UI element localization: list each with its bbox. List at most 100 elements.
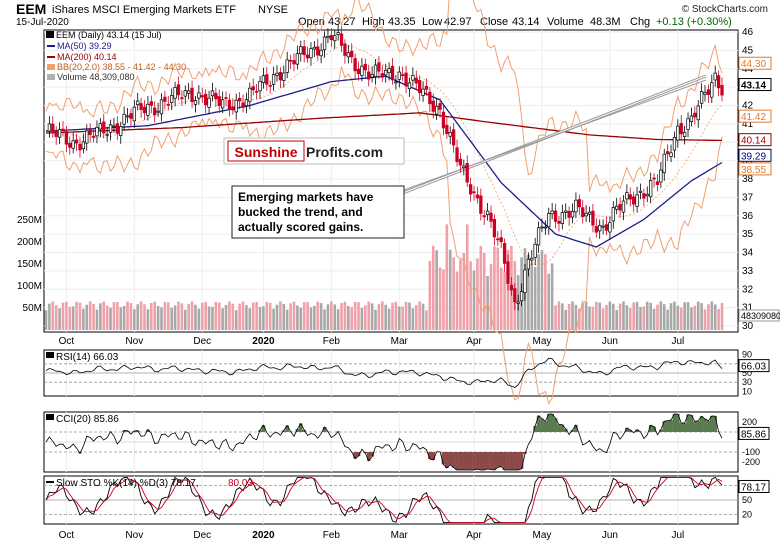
candle-body bbox=[687, 119, 690, 130]
candle-body bbox=[147, 104, 150, 115]
volume-bar bbox=[211, 307, 214, 330]
candle-body bbox=[316, 47, 319, 55]
candle-body bbox=[259, 81, 262, 90]
candle-body bbox=[354, 59, 357, 71]
volume-bar bbox=[395, 302, 398, 330]
volume-bar bbox=[646, 302, 649, 330]
volume-bar bbox=[615, 310, 618, 330]
cci-fill-bar bbox=[703, 419, 707, 432]
cci-fill-bar bbox=[489, 452, 493, 470]
x-axis-label-top: Apr bbox=[466, 336, 482, 347]
candle-body bbox=[694, 113, 697, 117]
volume-bar bbox=[72, 306, 75, 330]
cci-fill-bar bbox=[679, 423, 683, 432]
volume-bar bbox=[99, 303, 102, 330]
volume-bar bbox=[140, 301, 143, 330]
cci-fill-bar bbox=[557, 424, 561, 432]
candle-body bbox=[113, 126, 116, 127]
candle-body bbox=[344, 44, 347, 56]
candle-body bbox=[449, 132, 452, 136]
volume-bar bbox=[666, 310, 669, 330]
candle-body bbox=[598, 225, 601, 230]
candle-body bbox=[286, 60, 289, 73]
candle-body bbox=[232, 107, 235, 110]
candle-body bbox=[116, 124, 119, 134]
volume-bar bbox=[415, 305, 418, 330]
sto-label: Slow STO %K(14) %D(3) 78.17, bbox=[56, 478, 199, 489]
candle-body bbox=[136, 101, 139, 105]
high-value: 43.35 bbox=[388, 16, 416, 28]
volume-bar bbox=[687, 302, 690, 330]
legend-swatch-bb bbox=[47, 64, 55, 70]
candle-body bbox=[609, 223, 612, 232]
candle-body bbox=[123, 114, 126, 124]
candle-body bbox=[527, 259, 530, 269]
volume-tag-text: 48309080 bbox=[741, 311, 780, 321]
volume-axis-label: 100M bbox=[17, 281, 42, 292]
candle-body bbox=[575, 200, 578, 212]
candle-body bbox=[711, 83, 714, 98]
legend-ma50: MA(50) 39.29 bbox=[57, 41, 112, 51]
cci-fill-bar bbox=[482, 452, 486, 470]
volume-bar bbox=[405, 302, 408, 330]
volume-bar bbox=[374, 310, 377, 330]
candle-body bbox=[483, 216, 486, 217]
cci-fill-bar bbox=[666, 421, 670, 432]
volume-bar bbox=[150, 303, 153, 330]
candle-body bbox=[595, 226, 598, 232]
candle-body bbox=[327, 36, 330, 37]
volume-bar bbox=[568, 304, 571, 330]
volume-bar bbox=[432, 246, 435, 330]
candle-body bbox=[293, 60, 296, 63]
volume-bar bbox=[136, 304, 139, 330]
volume-bar bbox=[711, 301, 714, 330]
sunshine-profits-logo: Sunshine Profits.com bbox=[224, 138, 404, 164]
candle-body bbox=[289, 60, 292, 61]
annotation-line: Emerging markets have bbox=[238, 190, 374, 204]
cci-label: CCI(20) 85.86 bbox=[56, 414, 119, 425]
volume-bar bbox=[221, 308, 224, 330]
candle-body bbox=[126, 116, 129, 117]
volume-value: 48.3M bbox=[590, 16, 621, 28]
candle-body bbox=[85, 131, 88, 143]
volume-bar bbox=[235, 310, 238, 330]
candle-body bbox=[68, 143, 71, 147]
volume-bar bbox=[473, 270, 476, 330]
volume-bar bbox=[418, 301, 421, 330]
candle-body bbox=[262, 76, 265, 83]
open-value: 43.27 bbox=[328, 16, 356, 28]
x-axis-label-top: Dec bbox=[193, 336, 211, 347]
candle-body bbox=[96, 127, 99, 136]
ohlc-summary: Open 43.27 High 43.35 Low 42.97 Close 43… bbox=[298, 16, 732, 28]
candle-body bbox=[700, 91, 703, 103]
x-axis-label-bottom: Dec bbox=[193, 530, 211, 541]
volume-bar bbox=[547, 274, 550, 330]
x-axis-label-top: Jul bbox=[671, 336, 684, 347]
candle-body bbox=[639, 191, 642, 192]
volume-bar bbox=[45, 310, 48, 330]
price-axis-label: 36 bbox=[742, 211, 754, 222]
annotation-line: bucked the trend, and bbox=[238, 205, 363, 219]
x-axis-label-bottom: Feb bbox=[323, 530, 341, 541]
candle-body bbox=[133, 107, 136, 121]
candle-body bbox=[476, 195, 479, 198]
candle-body bbox=[585, 213, 588, 216]
volume-bar bbox=[337, 309, 340, 330]
volume-bar bbox=[541, 250, 544, 330]
volume-bar bbox=[493, 246, 496, 330]
x-axis-label-top: May bbox=[533, 336, 552, 347]
volume-bar bbox=[469, 261, 472, 330]
volume-bar bbox=[157, 306, 160, 330]
ticker-symbol: EEM bbox=[16, 1, 46, 17]
volume-bar bbox=[459, 260, 462, 330]
volume-bar bbox=[503, 272, 506, 330]
chg-label: Chg bbox=[630, 16, 650, 28]
volume-bar bbox=[694, 306, 697, 330]
candle-body bbox=[391, 66, 394, 80]
volume-bar bbox=[612, 304, 615, 330]
cci-fill-bar bbox=[662, 421, 666, 432]
volume-bar bbox=[408, 303, 411, 330]
candle-body bbox=[299, 47, 302, 54]
volume-bar bbox=[286, 310, 289, 330]
